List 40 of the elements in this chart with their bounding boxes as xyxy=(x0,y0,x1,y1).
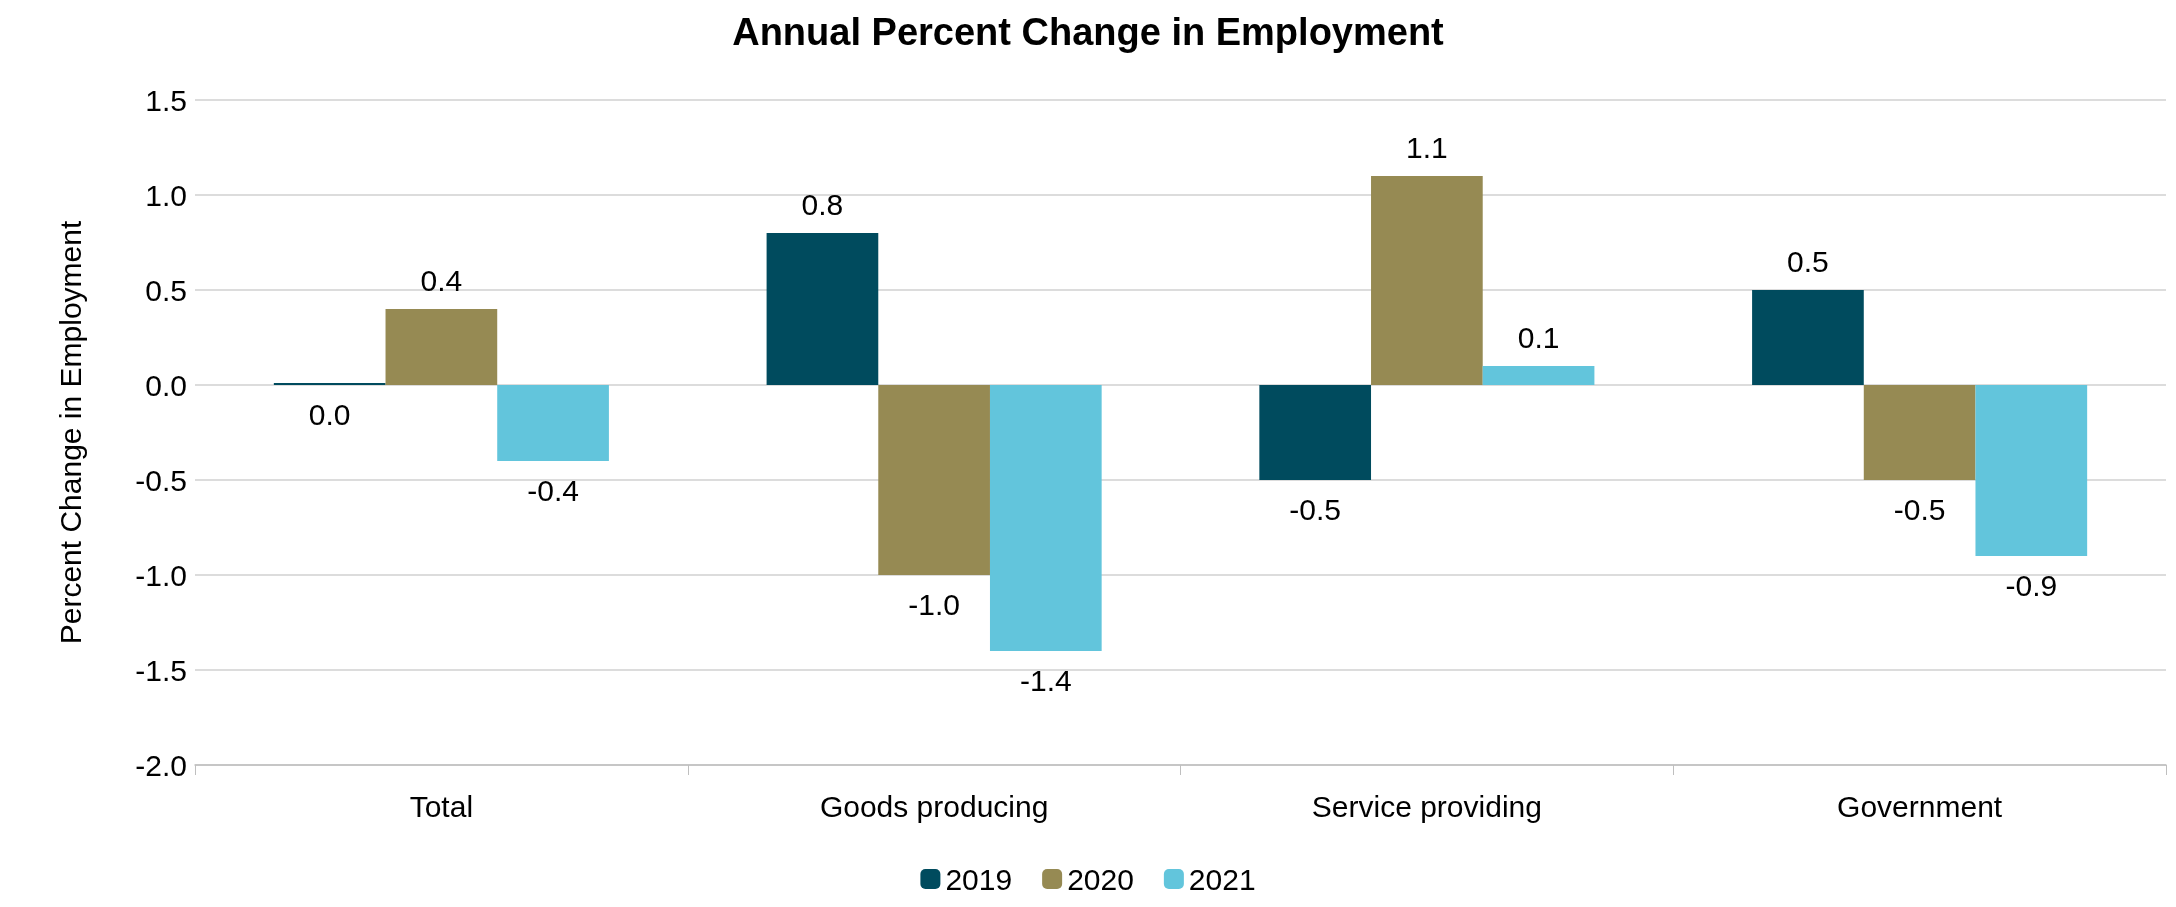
y-tick-label: 0.0 xyxy=(145,368,187,402)
bar xyxy=(497,385,609,461)
data-label: 0.8 xyxy=(801,187,844,221)
legend-label: 2020 xyxy=(1067,862,1134,896)
y-tick-label: -1.5 xyxy=(135,653,187,687)
bar xyxy=(1259,385,1372,480)
bar xyxy=(1863,385,1976,480)
data-label: 0.0 xyxy=(308,397,351,431)
data-label: -0.5 xyxy=(1289,492,1342,526)
bar xyxy=(385,309,498,385)
bar xyxy=(878,385,990,575)
bar xyxy=(766,233,879,385)
data-label: -0.5 xyxy=(1893,492,1946,526)
legend-label: 2021 xyxy=(1188,862,1256,896)
bar xyxy=(1371,176,1483,385)
x-tick-label: Goods producing xyxy=(819,789,1049,823)
legend-label: 2019 xyxy=(945,862,1013,896)
y-tick-label: -0.5 xyxy=(135,463,187,497)
x-tick-label: Government xyxy=(1837,789,2003,823)
data-label: 1.1 xyxy=(1406,130,1448,164)
y-tick-label: -2.0 xyxy=(135,748,187,782)
data-label: 0.1 xyxy=(1517,320,1560,354)
y-tick-label: 1.5 xyxy=(145,83,187,117)
y-tick-label: 1.0 xyxy=(145,178,187,212)
data-label: -0.9 xyxy=(2005,568,2058,602)
data-label: -0.4 xyxy=(527,473,579,507)
data-label: -1.0 xyxy=(908,587,960,621)
y-tick-label: -1.0 xyxy=(135,558,187,592)
bar xyxy=(1482,366,1595,385)
chart-title: Annual Percent Change in Employment xyxy=(732,11,1445,53)
data-label: -1.4 xyxy=(1019,663,1072,697)
data-label: 0.4 xyxy=(420,263,463,297)
bar xyxy=(989,385,1102,651)
bar xyxy=(1975,385,2088,556)
data-label: 0.5 xyxy=(1787,244,1829,278)
bar xyxy=(1752,290,1864,385)
x-tick-label: Service providing xyxy=(1311,789,1542,823)
y-tick-label: 0.5 xyxy=(145,273,187,307)
x-tick-label: Total xyxy=(409,789,474,823)
y-axis-title: Percent Change in Employment xyxy=(53,220,87,645)
